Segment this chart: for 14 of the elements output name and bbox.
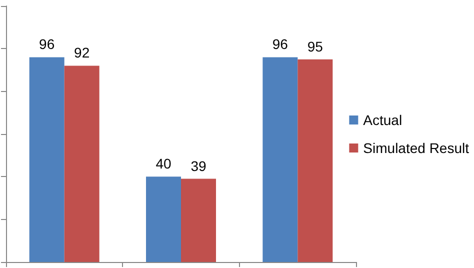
- data-label: 95: [307, 38, 324, 54]
- legend-label: Actual: [363, 112, 402, 128]
- bar: [146, 176, 181, 262]
- data-label: 92: [74, 44, 90, 61]
- bar: [181, 178, 216, 262]
- legend-label: Simulated Result: [363, 140, 470, 156]
- bar: [64, 66, 100, 262]
- bar: [298, 59, 333, 262]
- data-label: 96: [39, 36, 55, 52]
- data-label: 39: [190, 158, 206, 174]
- bar: [262, 57, 298, 262]
- data-label: 40: [156, 156, 172, 172]
- bar: [29, 57, 64, 262]
- data-label: 96: [272, 36, 288, 52]
